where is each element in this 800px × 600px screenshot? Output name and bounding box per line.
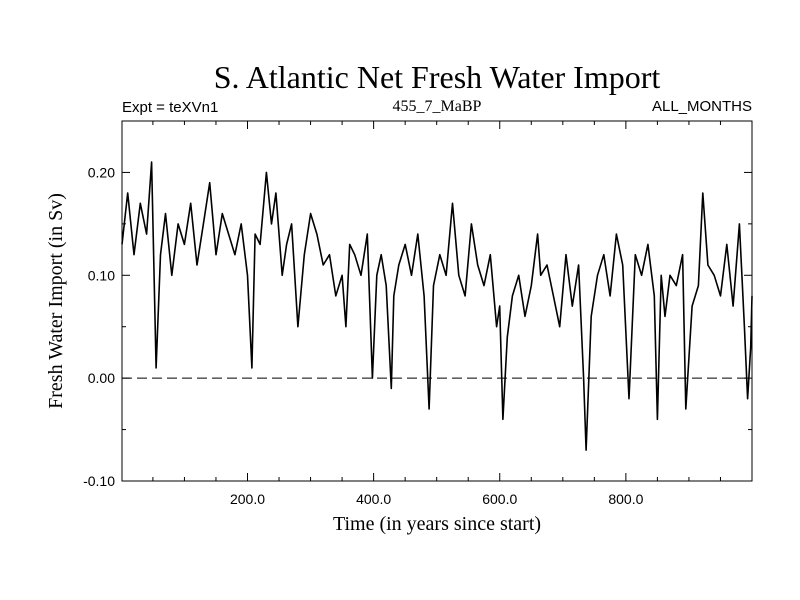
subtitle-right: ALL_MONTHS — [652, 98, 752, 115]
x-tick-label: 600.0 — [482, 491, 517, 507]
y-axis-label: Fresh Water Import (in Sv) — [45, 193, 67, 409]
chart-title: S. Atlantic Net Fresh Water Import — [214, 59, 661, 95]
subtitle-left: Expt = teXVn1 — [122, 99, 218, 116]
plot-frame — [121, 120, 753, 482]
series-line — [121, 161, 753, 451]
y-tick-label: 0.10 — [88, 267, 115, 283]
subtitle-center: 455_7_MaBP — [393, 98, 482, 115]
x-axis-label: Time (in years since start) — [333, 513, 541, 535]
y-tick-label: 0.00 — [88, 370, 115, 386]
plot-layer: 200.0 400.0 600.0 800.0 -0.10 0.00 0.10 0.20 — [83, 121, 753, 507]
x-tick-label: 800.0 — [608, 491, 643, 507]
x-tick-label: 400.0 — [356, 491, 391, 507]
y-tick-label: 0.20 — [88, 164, 115, 180]
y-tick-label: -0.10 — [83, 473, 115, 489]
x-tick-label: 200.0 — [230, 491, 265, 507]
